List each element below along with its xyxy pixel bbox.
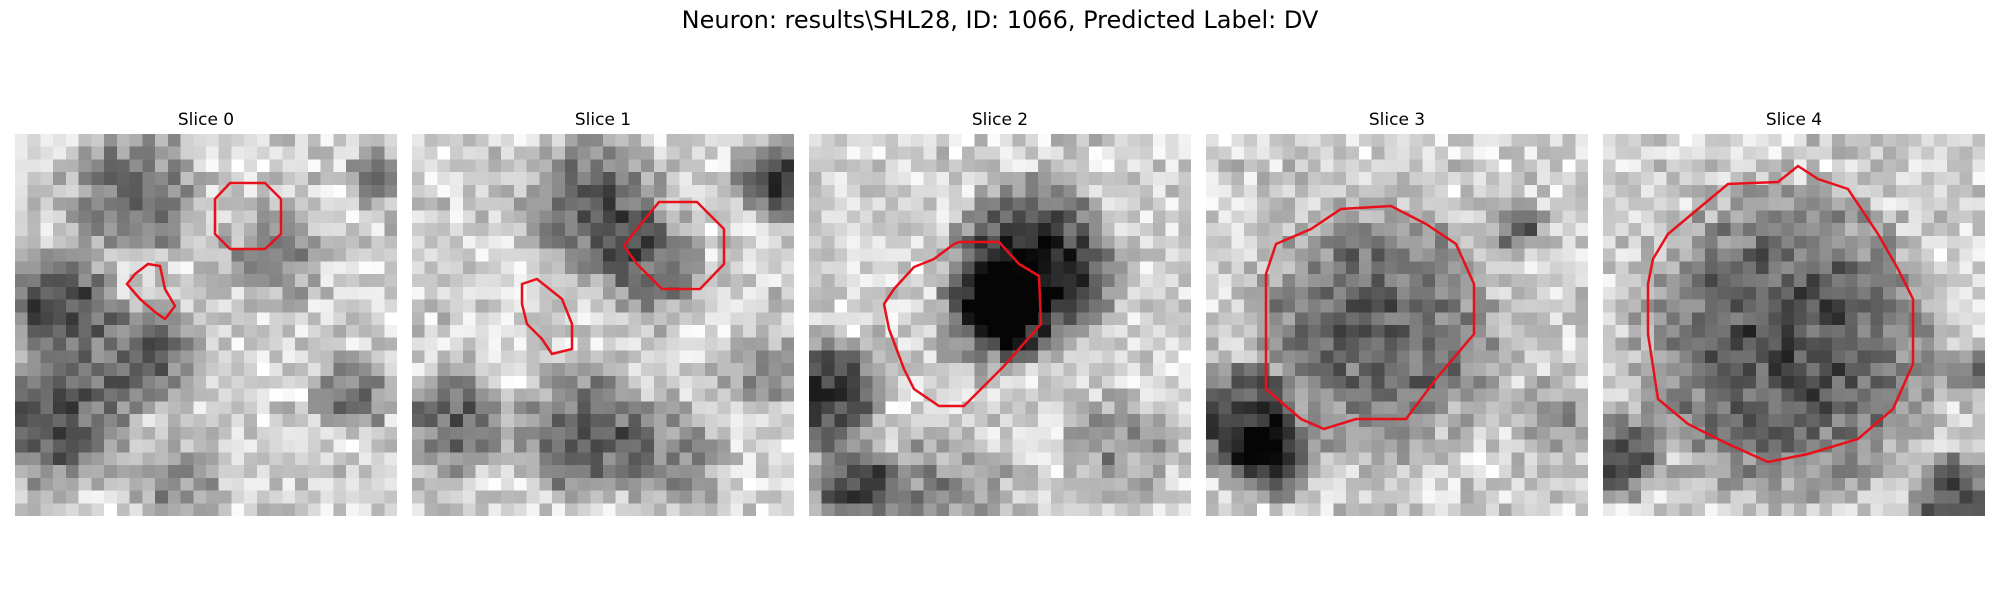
roi-contour (1264, 204, 1476, 431)
grayscale-slice-1 (412, 134, 794, 516)
contour-overlay-1 (520, 200, 726, 356)
slice-title-2: Slice 2 (971, 110, 1029, 130)
roi-contour (622, 200, 726, 291)
contour-overlay-0 (125, 181, 283, 321)
grayscale-slice-3 (1206, 134, 1588, 516)
grayscale-slice-4 (1603, 134, 1985, 516)
contour-overlay-3 (1264, 204, 1476, 431)
slice-title-1: Slice 1 (574, 110, 632, 130)
grayscale-slice-2 (809, 134, 1191, 516)
slice-image-1 (412, 134, 794, 516)
slice-title-3: Slice 3 (1368, 110, 1426, 130)
roi-contour (1646, 164, 1915, 464)
contour-overlay-4 (1646, 164, 1915, 464)
figure-title: Neuron: results\SHL28, ID: 1066, Predict… (681, 6, 1319, 34)
roi-contour (125, 262, 177, 321)
slice-image-2 (809, 134, 1191, 516)
contour-overlay-2 (882, 240, 1043, 408)
roi-contour (520, 277, 574, 356)
slice-image-3 (1206, 134, 1588, 516)
slice-image-4 (1603, 134, 1985, 516)
roi-contour (882, 240, 1043, 408)
grayscale-slice-0 (15, 134, 397, 516)
slice-title-4: Slice 4 (1765, 110, 1823, 130)
slice-image-0 (15, 134, 397, 516)
roi-contour (213, 181, 283, 251)
slice-title-0: Slice 0 (177, 110, 235, 130)
